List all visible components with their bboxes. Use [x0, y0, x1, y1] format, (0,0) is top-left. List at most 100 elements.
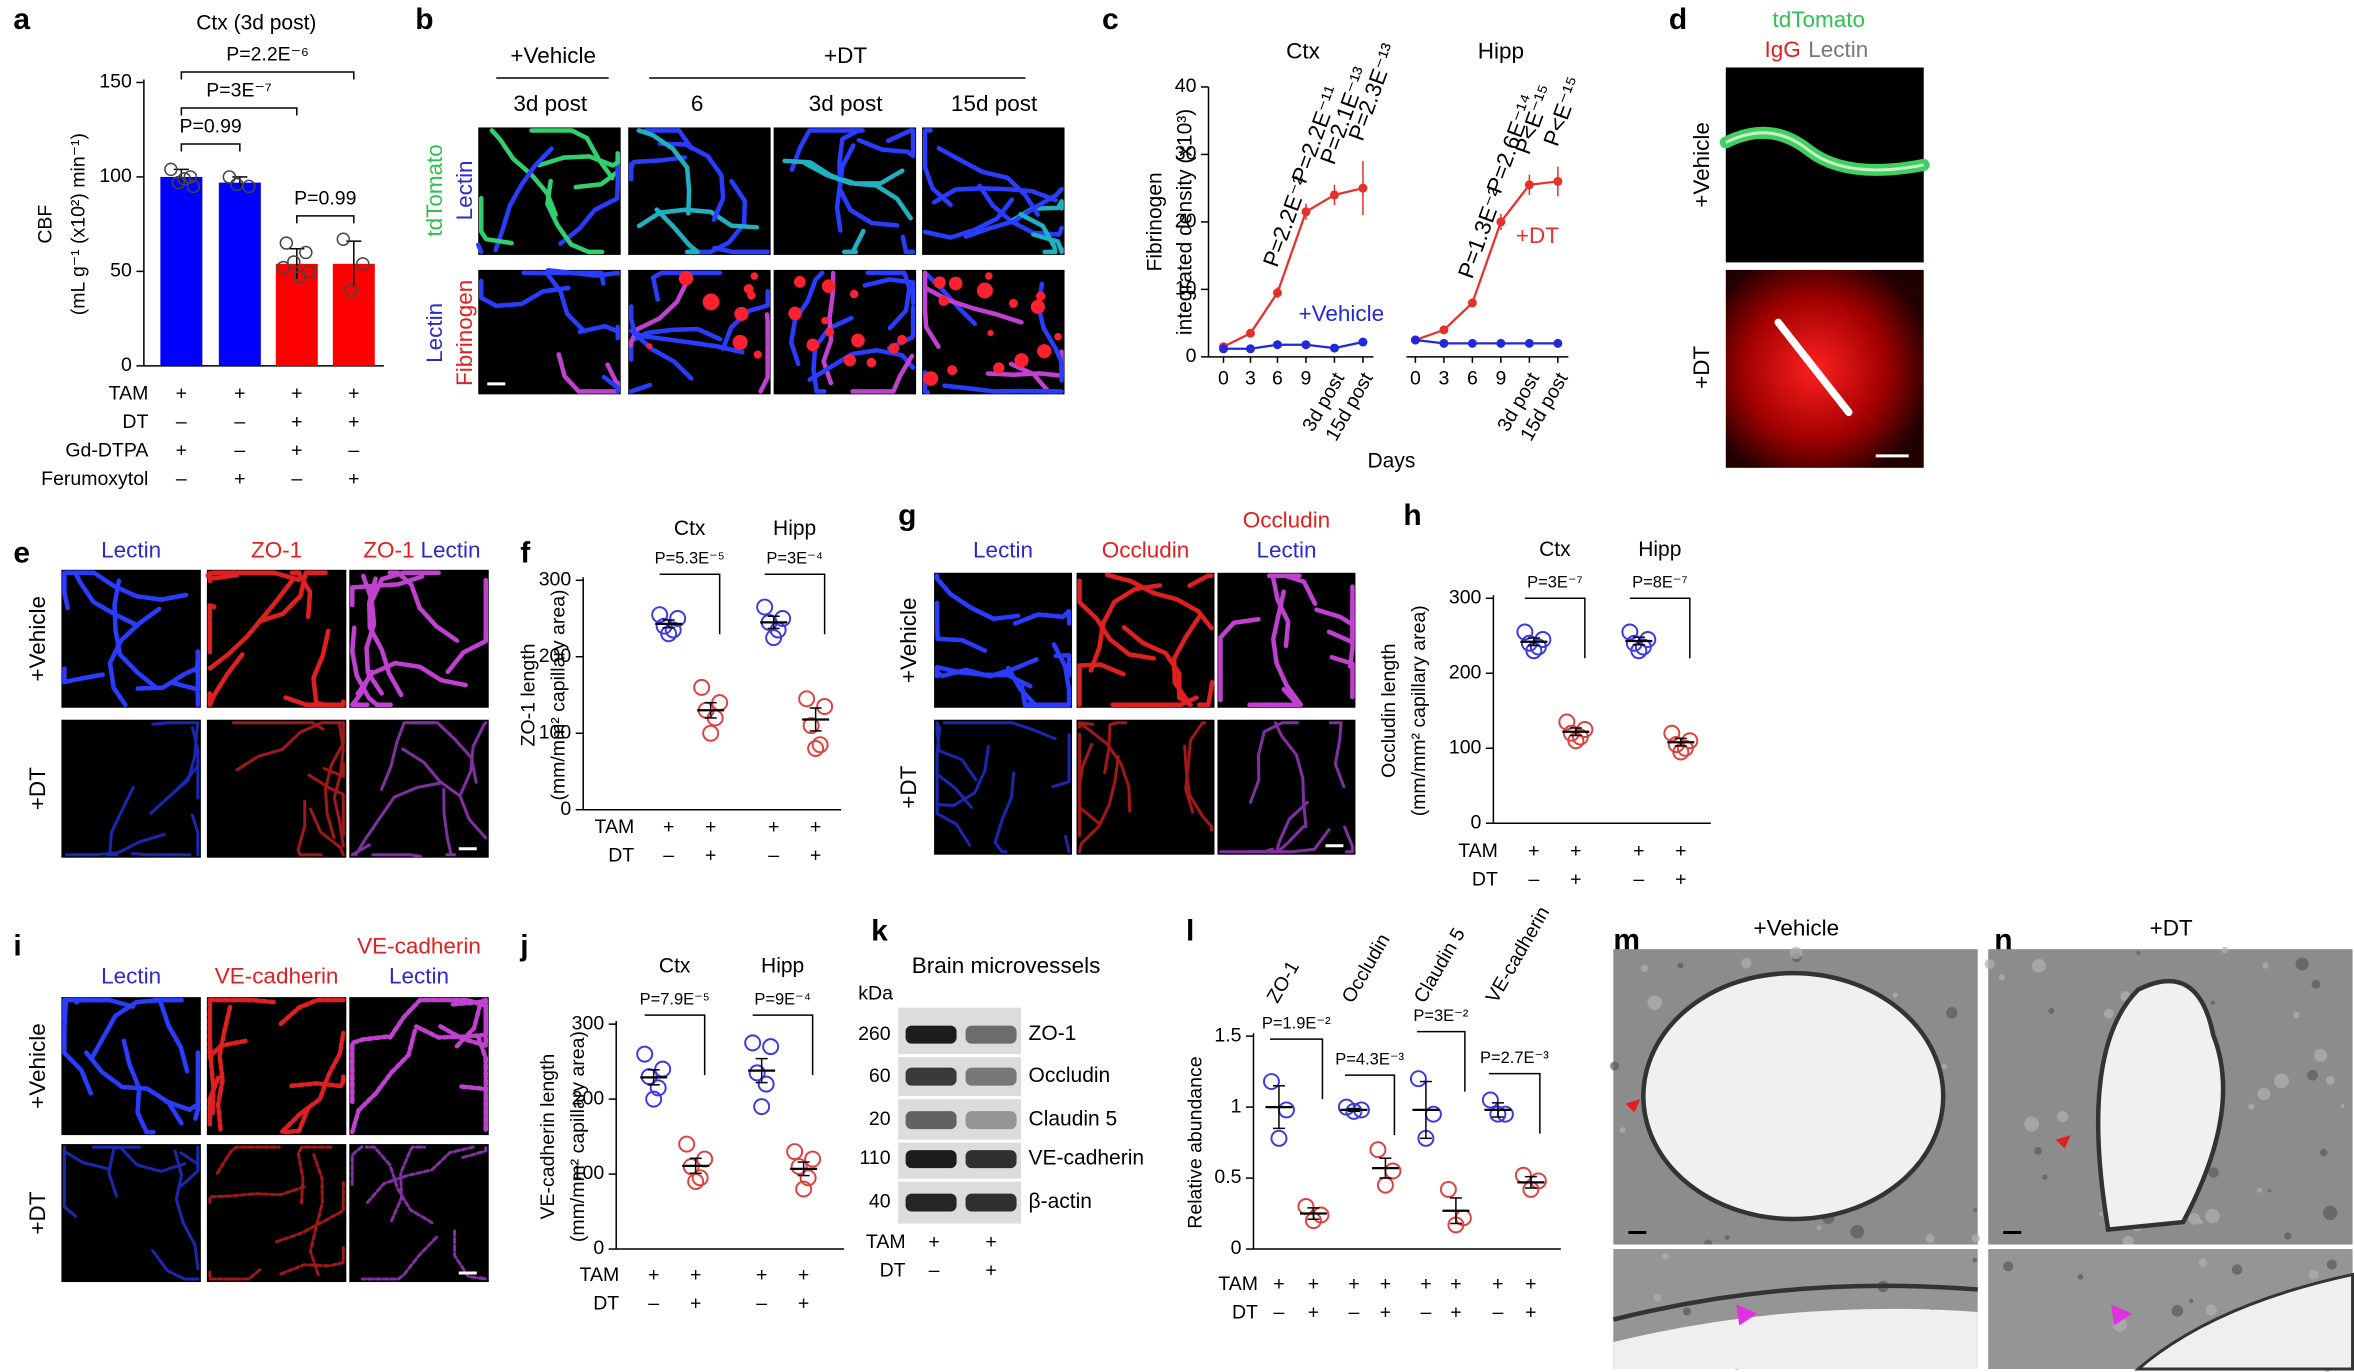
vessel [837, 143, 900, 228]
panel-letter: i [13, 930, 21, 963]
x-axis-label: Days [1368, 449, 1416, 472]
bracket [1629, 597, 1691, 659]
row-label: +Vehicle [25, 596, 50, 682]
column-header: 3d post [513, 91, 588, 116]
vessel [1051, 733, 1071, 789]
texture [1789, 946, 1803, 960]
blob [734, 306, 749, 322]
vessel [1271, 589, 1303, 707]
texture [2274, 1073, 2289, 1089]
condition-sign: + [176, 439, 187, 461]
micrograph [349, 1144, 489, 1283]
blob [788, 306, 802, 321]
blob [1054, 332, 1062, 341]
condition-sign: + [756, 1264, 767, 1286]
bracket [1524, 597, 1586, 659]
lumen [2095, 978, 2226, 1232]
column-header: 3d post [809, 91, 884, 116]
y-tick-label: 30 [1175, 143, 1197, 165]
y-axis-label: Fibrinogen [1144, 172, 1167, 271]
vessel [934, 573, 1021, 622]
band [965, 1067, 1017, 1086]
micrograph [1076, 572, 1215, 708]
stain-label: Lectin [421, 538, 481, 563]
vessel [601, 374, 620, 394]
blob [1008, 298, 1018, 308]
vessel [354, 781, 444, 857]
vessel [296, 1145, 333, 1205]
vessel [190, 813, 200, 857]
y-tick-label: 0 [1231, 1237, 1242, 1259]
vessel [207, 603, 217, 655]
vessel [628, 279, 690, 348]
marker [1329, 190, 1339, 200]
p-value: P=2.7E⁻³ [1480, 1049, 1549, 1067]
condition-label: TAM [595, 816, 635, 838]
texture [1925, 1233, 1935, 1244]
y-tick-label: 200 [539, 645, 572, 667]
data-point [1409, 1070, 1427, 1088]
vessel [193, 1050, 201, 1121]
stain-label: Lectin [452, 160, 477, 220]
condition-sign: + [810, 816, 821, 838]
p-value: P=3E⁻⁴ [766, 550, 823, 568]
vessel [438, 1008, 489, 1048]
vessel [280, 1030, 346, 1134]
group-label: Ctx [674, 517, 706, 540]
panel-letter: k [871, 915, 888, 948]
blob [849, 289, 859, 299]
blob [888, 343, 900, 354]
bar [160, 176, 203, 366]
row-label: +Vehicle [25, 1023, 50, 1109]
protein-label: β-actin [1029, 1190, 1092, 1213]
p-value: P=1.9E⁻² [1262, 1014, 1331, 1032]
condition-sign: + [1348, 1273, 1359, 1295]
lumen [2134, 1272, 2354, 1371]
y-axis-label: Occludin length [1378, 644, 1400, 778]
stain-label: Lectin [389, 964, 449, 989]
y-tick-label: 200 [1449, 661, 1482, 683]
vessel [1078, 721, 1132, 813]
texture [1892, 992, 1898, 998]
vessel [105, 785, 135, 857]
data-point [279, 236, 294, 250]
bracket [296, 215, 355, 224]
texture [1998, 974, 2005, 981]
vessel [151, 1249, 200, 1281]
condition-label: TAM [580, 1264, 620, 1286]
vessel [935, 753, 971, 847]
data-point [1270, 1129, 1288, 1147]
x-tick-label: 3 [1438, 368, 1449, 390]
panel-letter: d [1669, 3, 1687, 36]
panel-letter: a [13, 3, 30, 36]
vessel [628, 161, 635, 182]
texture [2122, 1235, 2134, 1247]
condition-sign: – [176, 468, 187, 490]
condition-sign: + [1525, 1273, 1536, 1295]
vessel [1248, 721, 1299, 804]
vessel [350, 574, 425, 608]
vessel [62, 570, 74, 611]
vessel [900, 234, 916, 255]
texture [1971, 1234, 1981, 1243]
y-tick-label: 0 [1186, 345, 1197, 367]
vessel [289, 570, 313, 619]
texture [2314, 1048, 2328, 1062]
band [905, 1025, 957, 1044]
data-point [804, 1150, 822, 1168]
bracket [1416, 1030, 1466, 1092]
blob [1030, 299, 1045, 314]
data-point [293, 270, 307, 284]
vessel [993, 771, 1016, 854]
vessel [350, 1145, 364, 1188]
condition-sign: + [1308, 1273, 1319, 1295]
vessel [107, 606, 162, 707]
condition-sign: + [348, 468, 359, 490]
vessel [684, 179, 748, 255]
vessel [62, 1145, 78, 1218]
vessel [360, 1235, 439, 1281]
column-header: 6 [691, 91, 704, 116]
blob [938, 295, 949, 306]
micrograph [206, 1144, 347, 1283]
vessel [130, 852, 192, 857]
